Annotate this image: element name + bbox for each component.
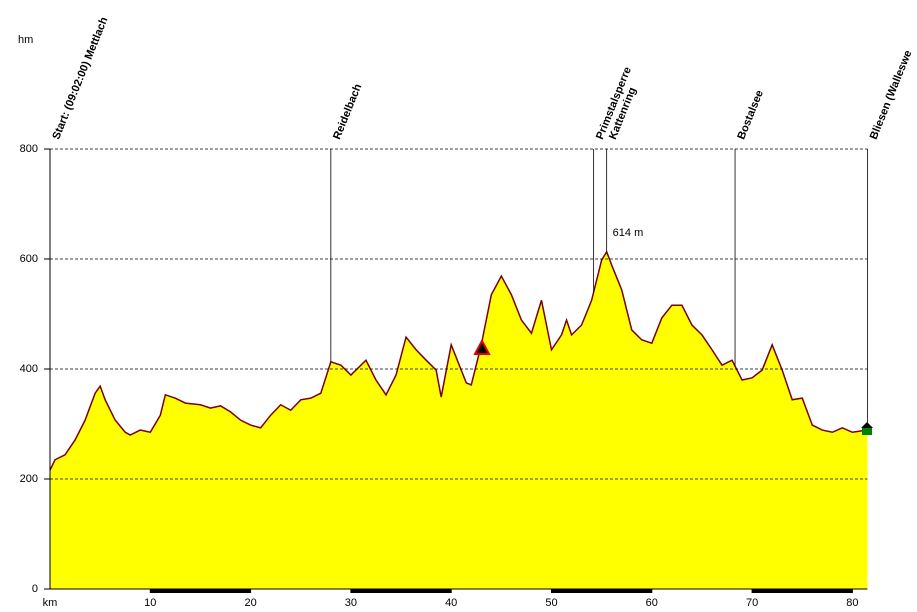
waypoint-label: Bostalsee [735, 89, 766, 142]
x-tick-label: 20 [244, 597, 256, 609]
y-unit: hm [18, 34, 33, 46]
scale-bar [752, 589, 853, 593]
x-unit: km [43, 597, 58, 609]
scale-bar [150, 589, 251, 593]
x-tick-label: 30 [345, 597, 357, 609]
y-tick-label: 400 [20, 363, 38, 375]
x-tick-label: 10 [144, 597, 156, 609]
y-tick-label: 0 [32, 583, 38, 595]
elevation-line [49, 250, 868, 471]
area-fill [50, 251, 868, 589]
peak-label: 614 m [613, 227, 644, 239]
y-tick-label: 600 [20, 253, 38, 265]
waypoint-label: Reidelbach [331, 82, 364, 141]
x-tick-label: 60 [646, 597, 658, 609]
waypoint-label: Bliesen (Walleswe [868, 49, 915, 142]
marker-end-top [861, 422, 873, 428]
x-tick-label: 70 [746, 597, 758, 609]
scale-bar [551, 589, 652, 593]
x-tick-label: 50 [545, 597, 557, 609]
y-tick-label: 800 [20, 143, 38, 155]
scale-bar [350, 589, 452, 593]
y-tick-label: 200 [20, 473, 38, 485]
marker-triangle [473, 338, 491, 355]
x-tick-label: 40 [445, 597, 457, 609]
x-tick-label: 80 [846, 597, 858, 609]
marker-end [862, 427, 872, 435]
waypoint-label: Start: (09:02:00) Mettlach [50, 15, 110, 141]
